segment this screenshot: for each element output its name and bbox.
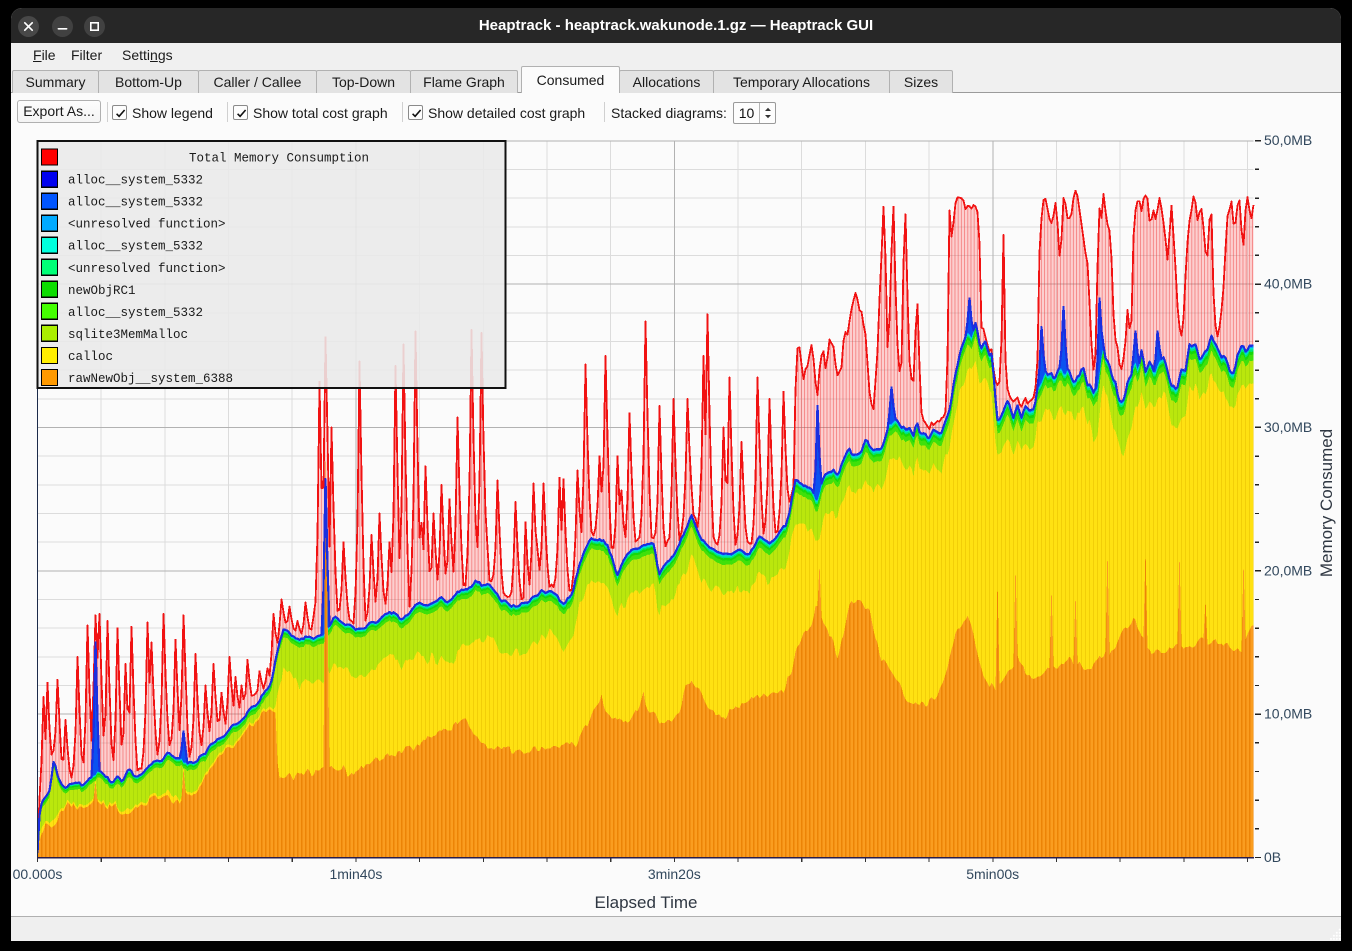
svg-text:3min20s: 3min20s [648,866,701,882]
svg-text:5min00s: 5min00s [966,866,1019,882]
svg-text:40,0MB: 40,0MB [1264,276,1312,292]
svg-text:sqlite3MemMalloc: sqlite3MemMalloc [68,328,188,342]
svg-text:alloc__system_5332: alloc__system_5332 [68,240,203,254]
svg-text:alloc__system_5332: alloc__system_5332 [68,306,203,320]
svg-text:<unresolved function>: <unresolved function> [68,218,226,232]
svg-text:1min40s: 1min40s [329,866,382,882]
svg-text:alloc__system_5332: alloc__system_5332 [68,196,203,210]
svg-text:0B: 0B [1264,849,1281,865]
svg-text:Total Memory Consumption: Total Memory Consumption [189,152,369,166]
svg-text:Elapsed Time: Elapsed Time [595,893,698,912]
svg-text:30,0MB: 30,0MB [1264,419,1312,435]
svg-text:50,0MB: 50,0MB [1264,132,1312,148]
svg-text:<unresolved function>: <unresolved function> [68,262,226,276]
svg-text:10,0MB: 10,0MB [1264,706,1312,722]
svg-text:alloc__system_5332: alloc__system_5332 [68,174,203,188]
svg-text:rawNewObj__system_6388: rawNewObj__system_6388 [68,372,233,386]
svg-text:calloc: calloc [68,350,113,364]
svg-text:20,0MB: 20,0MB [1264,562,1312,578]
svg-text:Memory Consumed: Memory Consumed [1317,429,1336,577]
svg-text:00.000s: 00.000s [13,866,63,882]
svg-text:newObjRC1: newObjRC1 [68,284,136,298]
